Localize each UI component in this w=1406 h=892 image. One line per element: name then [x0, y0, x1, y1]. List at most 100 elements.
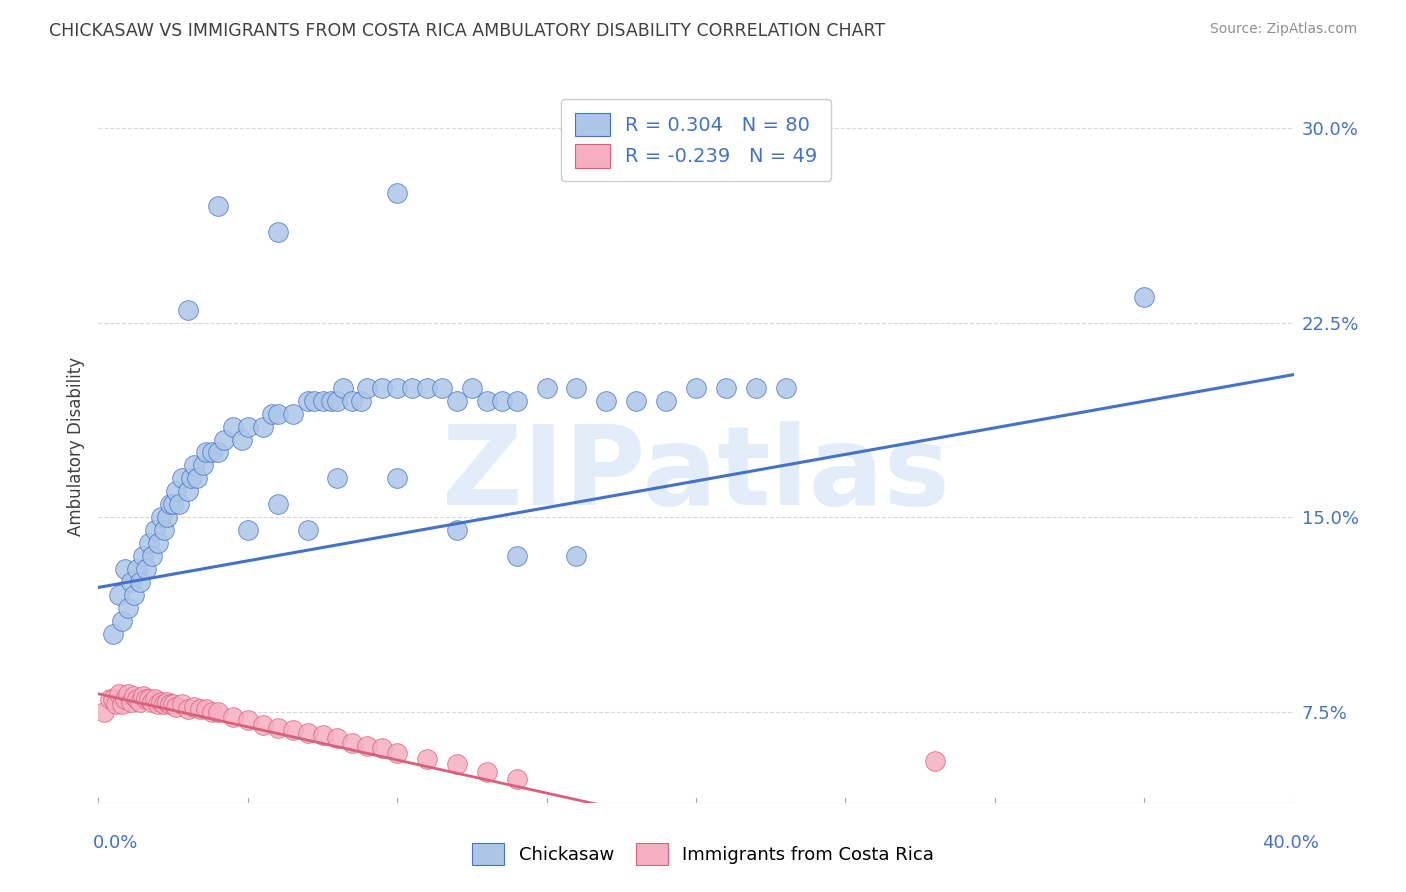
Text: Source: ZipAtlas.com: Source: ZipAtlas.com [1209, 22, 1357, 37]
Point [222, 419, 245, 434]
Point [446, 524, 468, 538]
Point [143, 524, 166, 538]
Point [150, 510, 173, 524]
Point [105, 697, 128, 711]
Point [350, 393, 373, 408]
Point [685, 381, 707, 395]
Point [231, 433, 253, 447]
Point [506, 549, 529, 564]
Point [385, 471, 409, 485]
Point [222, 710, 245, 724]
Point [326, 731, 349, 745]
Point [172, 471, 194, 485]
Point [103, 627, 125, 641]
Point [385, 186, 409, 200]
Point [117, 687, 139, 701]
Point [186, 471, 208, 485]
Point [172, 697, 194, 711]
Point [129, 695, 152, 709]
Point [475, 764, 498, 779]
Point [267, 225, 290, 239]
Point [114, 692, 136, 706]
Y-axis label: Ambulatory Disability: Ambulatory Disability [66, 357, 84, 535]
Point [148, 536, 170, 550]
Point [183, 699, 205, 714]
Point [159, 697, 181, 711]
Legend: Chickasaw, Immigrants from Costa Rica: Chickasaw, Immigrants from Costa Rica [464, 836, 942, 872]
Point [162, 697, 184, 711]
Point [267, 497, 290, 511]
Point [159, 497, 181, 511]
Legend: R = 0.304   N = 80, R = -0.239   N = 49: R = 0.304 N = 80, R = -0.239 N = 49 [561, 99, 831, 181]
Point [165, 699, 187, 714]
Point [177, 484, 200, 499]
Point [297, 524, 319, 538]
Point [655, 393, 678, 408]
Point [156, 695, 179, 709]
Point [150, 695, 173, 709]
Point [267, 721, 290, 735]
Point [114, 562, 136, 576]
Point [201, 445, 224, 459]
Point [167, 497, 190, 511]
Text: CHICKASAW VS IMMIGRANTS FROM COSTA RICA AMBULATORY DISABILITY CORRELATION CHART: CHICKASAW VS IMMIGRANTS FROM COSTA RICA … [49, 22, 886, 40]
Point [111, 614, 134, 628]
Point [191, 458, 214, 473]
Point [148, 697, 170, 711]
Point [252, 718, 274, 732]
Point [236, 713, 259, 727]
Point [536, 381, 558, 395]
Point [321, 393, 343, 408]
Point [1133, 290, 1156, 304]
Point [446, 756, 468, 771]
Point [120, 695, 142, 709]
Point [385, 747, 409, 761]
Point [207, 445, 229, 459]
Point [129, 575, 152, 590]
Point [332, 381, 354, 395]
Point [371, 381, 394, 395]
Point [326, 393, 349, 408]
Point [138, 692, 160, 706]
Point [236, 524, 259, 538]
Point [162, 497, 184, 511]
Point [127, 692, 149, 706]
Point [156, 510, 179, 524]
Point [430, 381, 453, 395]
Point [135, 692, 157, 706]
Point [207, 199, 229, 213]
Point [491, 393, 513, 408]
Point [153, 697, 176, 711]
Point [143, 692, 166, 706]
Point [297, 725, 319, 739]
Point [311, 728, 333, 742]
Point [188, 702, 211, 716]
Point [124, 690, 146, 704]
Point [506, 772, 529, 787]
Point [475, 393, 498, 408]
Text: 40.0%: 40.0% [1263, 834, 1319, 852]
Point [626, 393, 648, 408]
Point [195, 702, 218, 716]
Point [745, 381, 768, 395]
Point [120, 575, 142, 590]
Point [153, 524, 176, 538]
Point [124, 588, 146, 602]
Point [311, 393, 333, 408]
Point [461, 381, 484, 395]
Point [342, 393, 364, 408]
Point [356, 381, 378, 395]
Point [326, 471, 349, 485]
Point [132, 690, 155, 704]
Point [212, 433, 235, 447]
Text: ZIPatlas: ZIPatlas [441, 421, 950, 528]
Point [135, 562, 157, 576]
Point [127, 562, 149, 576]
Point [924, 754, 946, 768]
Point [93, 705, 115, 719]
Point [565, 549, 588, 564]
Point [281, 407, 304, 421]
Point [111, 697, 134, 711]
Point [177, 702, 200, 716]
Point [302, 393, 325, 408]
